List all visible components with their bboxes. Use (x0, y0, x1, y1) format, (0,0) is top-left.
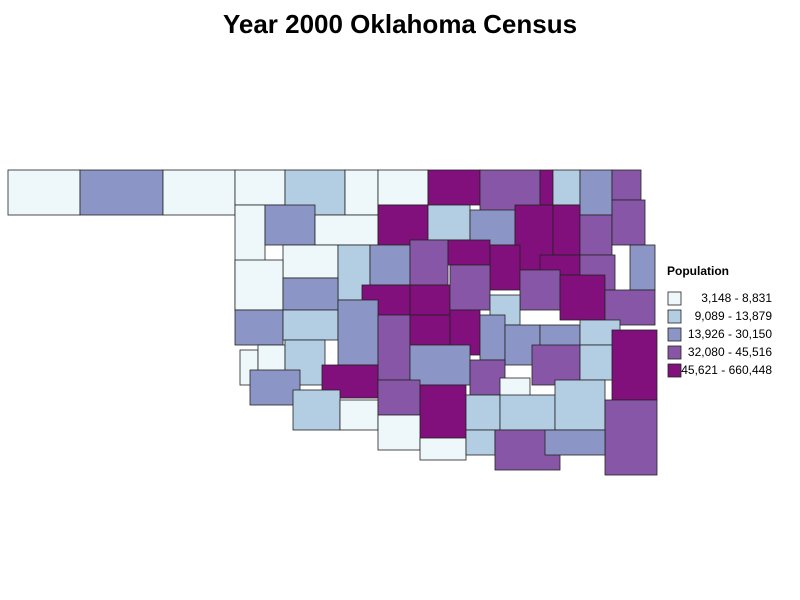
legend-label: 32,080 - 45,516 (688, 345, 772, 359)
legend-swatch (667, 363, 682, 378)
county (7, 169, 81, 216)
county (604, 399, 658, 476)
county (249, 369, 301, 406)
county (427, 169, 481, 206)
county (519, 269, 561, 311)
county (377, 204, 429, 246)
county (469, 359, 506, 396)
county (409, 344, 471, 386)
county (339, 399, 379, 431)
county (234, 259, 284, 311)
county (234, 309, 284, 346)
county (234, 169, 286, 206)
legend: 3,148 - 8,831 9,089 - 13,879 13,926 - 30,1… (667, 291, 773, 378)
county (369, 244, 411, 286)
legend-swatch (667, 309, 682, 324)
county (79, 169, 164, 216)
county (409, 239, 449, 286)
legend-label: 9,089 - 13,879 (695, 309, 773, 323)
county (409, 284, 451, 316)
county (579, 214, 613, 256)
county (554, 379, 606, 431)
legend-label: 3,148 - 8,831 (701, 291, 772, 305)
county (292, 389, 341, 431)
county (629, 244, 656, 291)
county (282, 277, 339, 311)
county (559, 274, 606, 321)
county (531, 344, 581, 386)
map-title: Year 2000 Oklahoma Census (223, 9, 577, 39)
county (419, 437, 467, 461)
county (282, 244, 339, 279)
county (282, 309, 339, 341)
county (611, 199, 646, 246)
county (489, 244, 521, 291)
county (604, 289, 656, 326)
county (337, 299, 379, 366)
legend-label: 45,621 - 660,448 (681, 363, 772, 377)
county (409, 314, 451, 346)
county (377, 379, 421, 416)
county (344, 169, 379, 216)
county (611, 329, 658, 401)
county (427, 204, 471, 241)
county (579, 344, 613, 381)
legend-swatch (667, 345, 682, 360)
county (449, 264, 491, 311)
county (447, 239, 491, 266)
county (465, 429, 496, 456)
county (539, 169, 554, 206)
county-layer (7, 169, 658, 476)
county (314, 214, 379, 246)
county (377, 414, 421, 451)
county (611, 169, 642, 201)
county (377, 314, 411, 381)
county (419, 384, 467, 439)
county (479, 314, 506, 361)
county (499, 394, 556, 431)
legend-title: Population (667, 264, 729, 278)
legend-swatch (667, 291, 682, 306)
county (264, 204, 316, 246)
county (377, 169, 429, 206)
county (544, 429, 606, 456)
county (552, 169, 581, 206)
legend-swatch (667, 327, 682, 342)
legend-label: 13,926 - 30,150 (688, 327, 772, 341)
county (465, 394, 501, 431)
county (552, 204, 581, 256)
county (162, 169, 236, 216)
county (579, 169, 613, 216)
